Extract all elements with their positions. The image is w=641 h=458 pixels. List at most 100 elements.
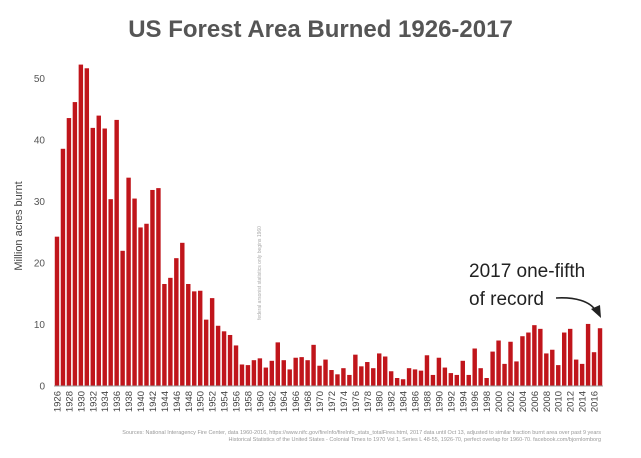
- bar-1953: [215, 325, 221, 386]
- y-tick-label: 20: [34, 259, 46, 270]
- bar-1983: [394, 378, 400, 386]
- bar-1952: [209, 298, 215, 386]
- bar-1939: [132, 198, 137, 386]
- bar-2005: [526, 332, 531, 386]
- bar-1973: [335, 374, 340, 386]
- bar-1957: [239, 364, 245, 386]
- bar-1970: [317, 365, 322, 386]
- x-tick-label: 2014: [578, 391, 589, 412]
- bar-1961: [263, 367, 269, 386]
- bar-1962: [269, 360, 275, 386]
- bar-1969: [311, 344, 316, 386]
- x-tick-label: 1934: [100, 391, 111, 412]
- bar-2010: [556, 365, 561, 386]
- x-tick-label: 2008: [542, 391, 553, 412]
- bar-1960: [257, 358, 263, 386]
- x-tick-label: 1990: [434, 391, 445, 412]
- bar-1959: [251, 360, 257, 386]
- bar-1980: [377, 353, 382, 386]
- bar-2004: [520, 336, 525, 386]
- x-tick-label: 1986: [411, 391, 422, 412]
- bar-1943: [156, 188, 161, 386]
- bar-2017: [597, 328, 603, 386]
- bar-1958: [245, 365, 251, 386]
- x-axis: 1926 1928 1930 1932 1934 1936 1938 1940 1942 1944…: [52, 391, 600, 412]
- bar-1978: [365, 362, 370, 386]
- y-axis-label: Million acres burnt: [13, 181, 25, 270]
- y-tick-label: 10: [34, 320, 46, 331]
- bar-2002: [508, 341, 513, 386]
- x-tick-label: 1994: [458, 391, 469, 412]
- bars: [54, 64, 603, 387]
- x-tick-label: 1988: [422, 391, 433, 412]
- bar-1972: [329, 370, 334, 386]
- bar-1997: [478, 368, 483, 386]
- bar-1996: [472, 348, 477, 386]
- x-tick-label: 1960: [255, 391, 266, 412]
- bar-1982: [388, 371, 394, 386]
- bar-1998: [484, 378, 489, 386]
- x-tick-label: 2012: [566, 391, 577, 412]
- x-tick-label: 1984: [399, 391, 410, 412]
- y-tick-label: 0: [39, 382, 45, 393]
- bar-2003: [514, 361, 519, 386]
- x-tick-label: 1980: [375, 391, 386, 412]
- x-tick-label: 1992: [446, 391, 457, 412]
- x-tick-label: 2002: [506, 391, 517, 412]
- x-tick-label: 1928: [64, 391, 75, 412]
- bar-1990: [436, 357, 442, 386]
- bar-1929: [72, 102, 78, 386]
- x-tick-label: 1926: [52, 391, 63, 412]
- x-tick-label: 2004: [518, 391, 529, 412]
- x-tick-label: 1938: [124, 391, 135, 412]
- x-tick-label: 2016: [590, 391, 601, 412]
- x-tick-label: 2010: [554, 391, 565, 412]
- bar-1949: [192, 291, 197, 386]
- bar-1945: [168, 277, 173, 386]
- bar-1993: [454, 374, 460, 386]
- bar-1946: [174, 258, 179, 386]
- bar-1974: [341, 368, 346, 386]
- bar-1940: [138, 227, 143, 386]
- bar-1947: [180, 242, 185, 386]
- bar-2008: [544, 353, 549, 386]
- bar-1991: [442, 367, 448, 386]
- bar-1986: [412, 369, 418, 386]
- bar-1933: [96, 115, 101, 386]
- bar-1976: [353, 354, 358, 386]
- bar-1936: [114, 119, 119, 387]
- bar-1928: [66, 118, 72, 386]
- bar-1944: [162, 283, 167, 386]
- y-tick-label: 40: [34, 136, 46, 147]
- x-tick-label: 1948: [184, 391, 195, 412]
- bar-2007: [538, 328, 543, 386]
- x-tick-label: 1962: [267, 391, 278, 412]
- x-tick-label: 1956: [232, 391, 243, 412]
- bar-1934: [102, 128, 107, 386]
- bar-1937: [120, 250, 125, 386]
- bar-1926: [54, 236, 60, 386]
- x-tick-label: 1946: [172, 391, 183, 412]
- x-tick-label: 1930: [76, 391, 87, 412]
- annotation-arrow: [555, 297, 597, 312]
- bar-1966: [293, 357, 298, 386]
- bar-1999: [490, 351, 495, 386]
- bar-1977: [359, 366, 364, 386]
- bar-1994: [460, 360, 465, 386]
- bar-1942: [150, 189, 155, 386]
- x-tick-label: 1972: [327, 391, 338, 412]
- x-tick-label: 1950: [196, 391, 207, 412]
- bar-1927: [60, 148, 66, 386]
- y-axis: 0 10 20 30 40 50: [34, 74, 46, 392]
- x-tick-label: 1936: [112, 391, 123, 412]
- bar-1987: [418, 370, 424, 386]
- source-line-2: Historical Statistics of the United Stat…: [229, 437, 601, 443]
- bar-1995: [466, 374, 471, 386]
- annotation-line-2: of record: [469, 289, 544, 310]
- vertical-note: federal arsonist statistics only begins …: [257, 226, 263, 320]
- y-tick-label: 50: [34, 74, 46, 85]
- bar-1984: [400, 379, 406, 386]
- bar-1954: [221, 331, 227, 386]
- annotation-line-1: 2017 one-fifth: [469, 261, 585, 282]
